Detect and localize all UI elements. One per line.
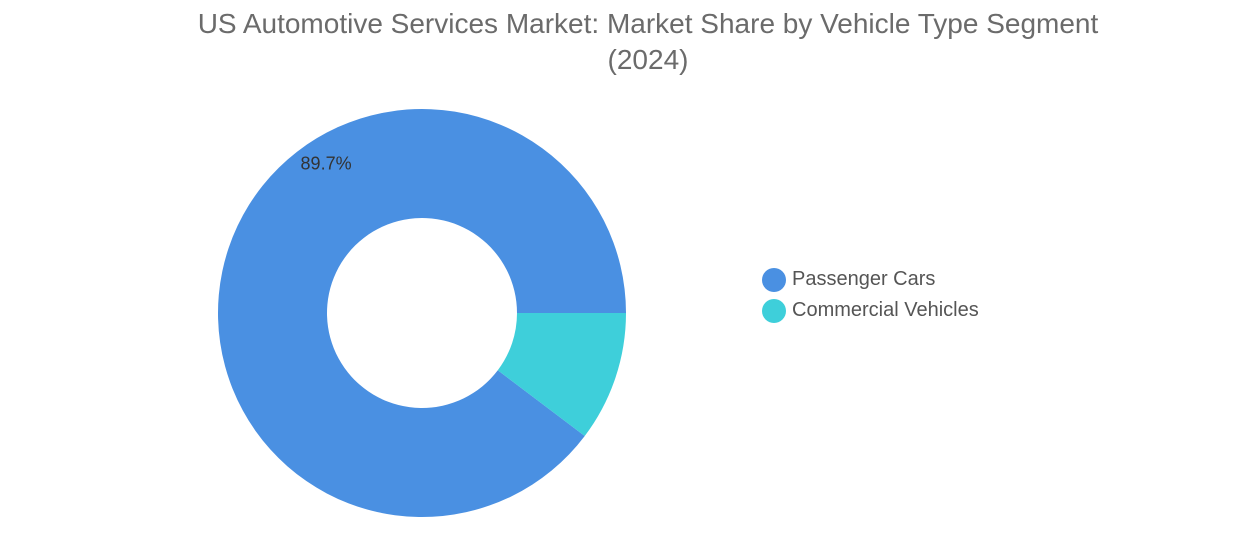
chart-title-main: US Automotive Services Market: Market Sh… bbox=[197, 8, 1099, 39]
donut-chart: 89.7% bbox=[218, 108, 626, 517]
legend-label-commercial-vehicles: Commercial Vehicles bbox=[792, 299, 979, 321]
legend-label-passenger-cars: Passenger Cars bbox=[792, 268, 936, 290]
chart-title-year: (2024) bbox=[607, 44, 689, 75]
legend-swatch-commercial-vehicles bbox=[762, 298, 786, 323]
legend-item-commercial-vehicles[interactable]: Commercial Vehicles bbox=[762, 295, 979, 326]
donut-slice-commercial-vehicles[interactable] bbox=[497, 313, 626, 436]
legend: Passenger Cars Commercial Vehicles bbox=[762, 264, 979, 326]
legend-item-passenger-cars[interactable]: Passenger Cars bbox=[762, 264, 979, 295]
legend-swatch-passenger-cars bbox=[762, 267, 786, 292]
data-label-passenger-cars: 89.7% bbox=[301, 154, 352, 174]
donut-slice-passenger-cars[interactable] bbox=[218, 108, 626, 517]
chart-title: US Automotive Services Market: Market Sh… bbox=[120, 6, 1176, 78]
